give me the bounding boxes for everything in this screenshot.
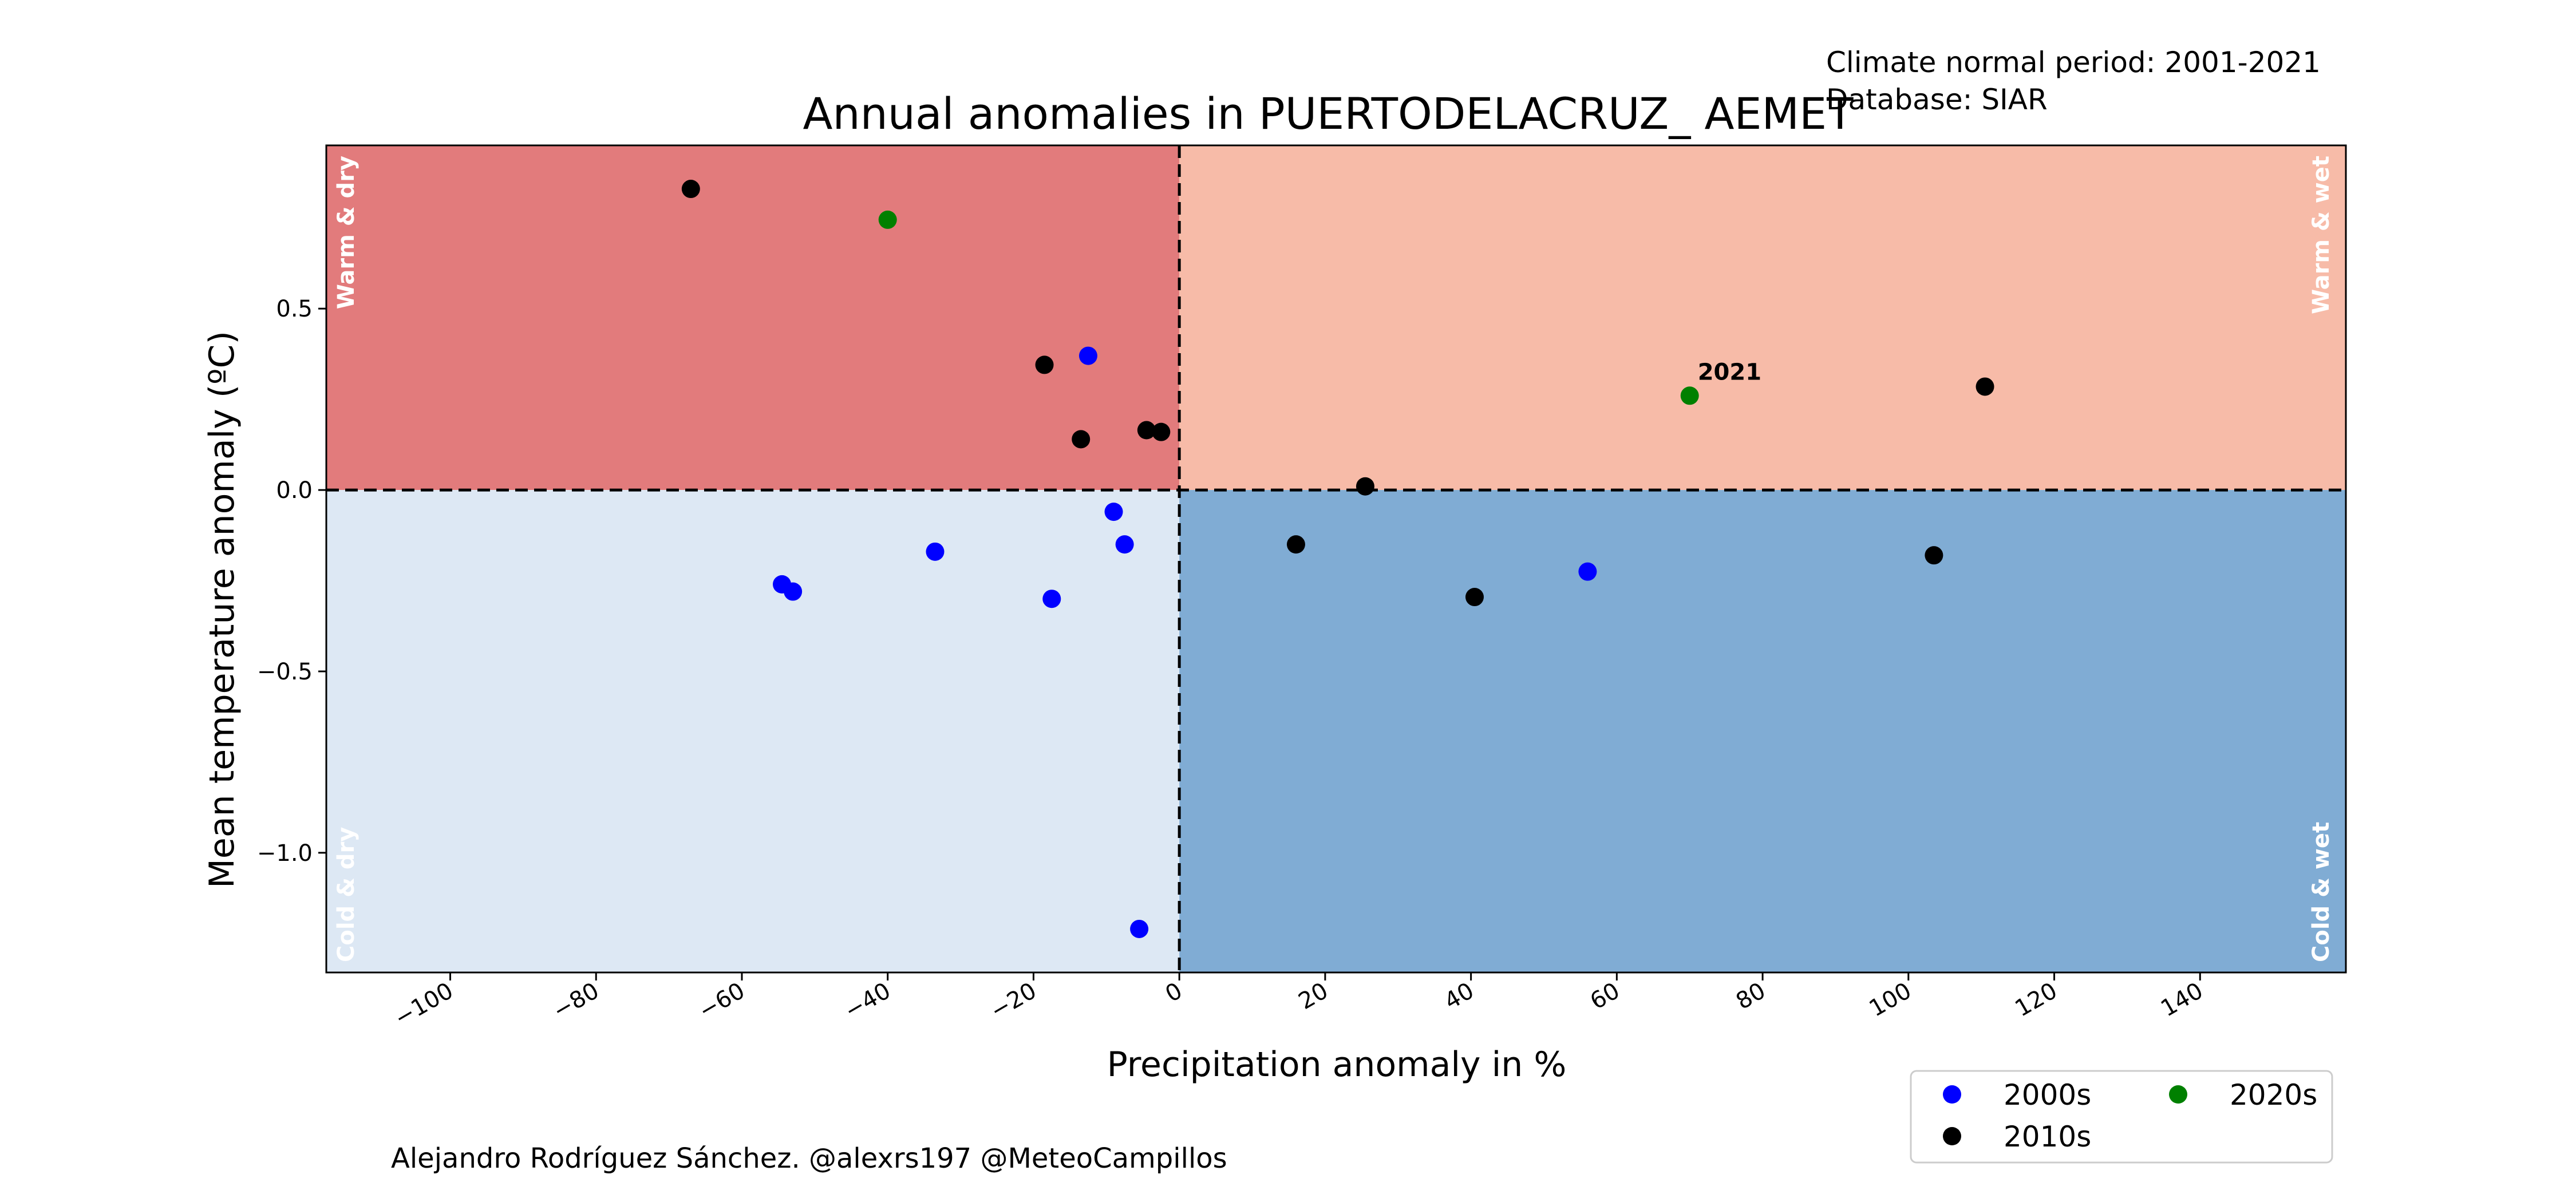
y-tick-label: −1.0	[257, 840, 313, 867]
point-2010s	[1286, 535, 1305, 554]
point-2010s	[1465, 588, 1484, 607]
point-2000s	[1042, 590, 1061, 608]
x-tick-label: 0	[1161, 978, 1187, 1008]
y-tick-label: −0.5	[257, 659, 313, 685]
point-2010s	[1035, 355, 1054, 374]
x-tick-label: 100	[1865, 978, 1916, 1022]
point-2000s	[1130, 919, 1149, 938]
x-tick-label: 20	[1294, 978, 1333, 1015]
legend-marker-2020s	[2169, 1085, 2187, 1104]
point-2010s	[1152, 422, 1171, 441]
plot-frame	[325, 144, 2347, 974]
x-tick-label: −20	[986, 978, 1041, 1025]
point-2020s	[878, 210, 897, 229]
legend: 2000s 2020s 2010s	[1910, 1070, 2333, 1164]
point-2000s	[1115, 535, 1134, 554]
legend-marker-2000s	[1943, 1085, 1961, 1104]
quadrant-label-warm-wet: Warm & wet	[2308, 156, 2334, 314]
point-2000s	[784, 582, 803, 601]
x-tick-label: −60	[694, 978, 749, 1025]
climate-period-note: Climate normal period: 2001-2021	[1826, 46, 2321, 79]
x-tick-label: 140	[2156, 978, 2207, 1022]
x-axis-label: Precipitation anomaly in %	[1107, 1045, 1567, 1085]
legend-box	[1910, 1070, 2333, 1164]
legend-label-2020s: 2020s	[2230, 1078, 2317, 1112]
x-tick-label: 80	[1732, 978, 1770, 1015]
x-tick-label: −40	[840, 978, 895, 1025]
point-2000s	[1078, 346, 1097, 365]
x-tick-label: −80	[548, 978, 603, 1025]
quadrant-cold-wet	[1179, 490, 2346, 972]
point-2010s	[681, 180, 700, 199]
point-2010s	[1356, 477, 1374, 496]
y-tick-label: 0.5	[276, 296, 313, 322]
quadrant-labels: Warm & dry Warm & wet Cold & dry Cold & wet	[333, 156, 2334, 962]
point-2000s	[1104, 503, 1123, 521]
x-tick-label: −100	[390, 978, 457, 1032]
quadrant-cold-dry	[326, 490, 1180, 972]
database-note: Database: SIAR	[1826, 83, 2048, 116]
x-tick-label: 60	[1586, 978, 1624, 1015]
quadrant-backgrounds	[326, 145, 2346, 972]
annotation-label: 2021	[1698, 359, 1761, 385]
y-axis-label: Mean temperature anomaly (ºC)	[202, 331, 242, 888]
author-credit: Alejandro Rodríguez Sánchez. @alexrs197 …	[391, 1142, 1227, 1175]
x-axis-ticks: −100 −80 −60 −40 −20 0 20 40 60 80 100 120 140	[390, 972, 2207, 1032]
x-tick-label: 120	[2010, 978, 2061, 1022]
point-2010s	[1072, 430, 1091, 449]
quadrant-label-cold-dry: Cold & dry	[333, 827, 359, 962]
point-annotations: 2021	[1698, 359, 1761, 385]
y-axis-ticks: 0.5 0.0 −0.5 −1.0	[257, 296, 326, 867]
y-tick-label: 0.0	[276, 477, 313, 504]
point-2010s	[1976, 377, 1994, 396]
quadrant-label-warm-dry: Warm & dry	[333, 156, 359, 309]
point-2010s	[1925, 546, 1943, 565]
x-tick-label: 40	[1440, 978, 1479, 1015]
point-2000s	[926, 542, 945, 561]
legend-marker-2010s	[1943, 1127, 1961, 1145]
quadrant-warm-dry	[326, 145, 1180, 491]
point-2020s	[1680, 386, 1699, 405]
chart-title: Annual anomalies in PUERTODELACRUZ_ AEME…	[803, 88, 1854, 139]
point-2000s	[1578, 562, 1597, 581]
legend-label-2010s: 2010s	[2004, 1120, 2091, 1153]
point-2010s	[1137, 421, 1156, 440]
quadrant-warm-wet	[1179, 145, 2346, 491]
legend-label-2000s: 2000s	[2004, 1078, 2091, 1112]
data-points	[681, 180, 1994, 938]
quadrant-label-cold-wet: Cold & wet	[2308, 822, 2334, 962]
zero-reference-lines	[326, 145, 2346, 972]
